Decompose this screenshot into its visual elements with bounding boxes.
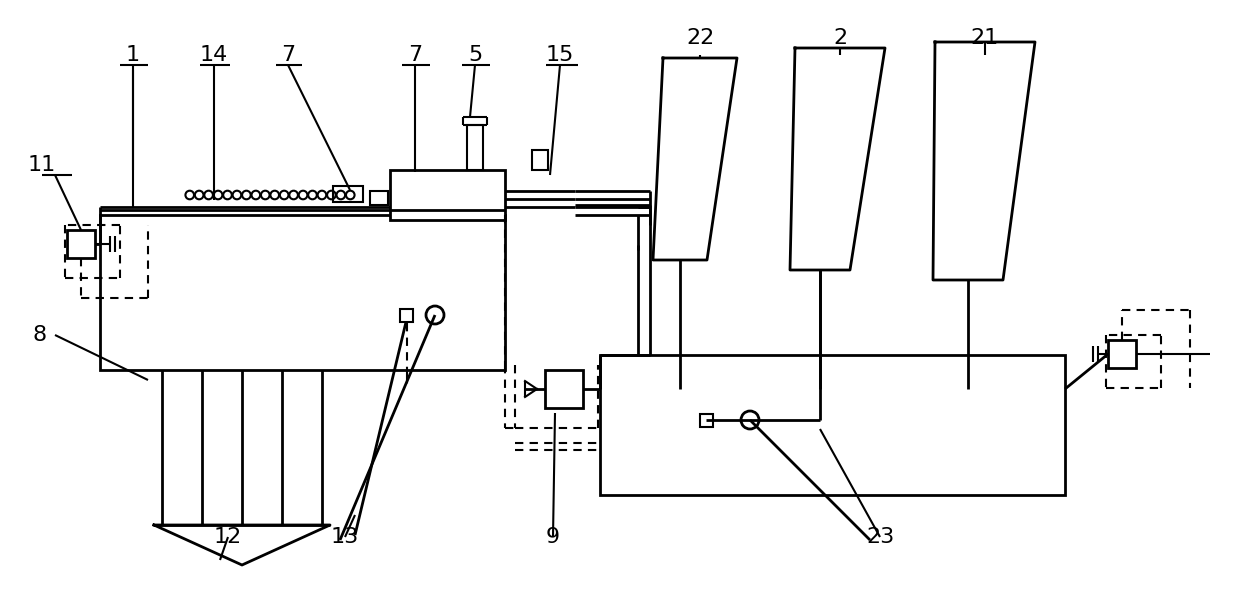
Bar <box>600 355 1065 495</box>
Text: 2: 2 <box>833 28 847 48</box>
Text: 9: 9 <box>546 527 560 547</box>
Bar <box>100 215 505 370</box>
Bar <box>701 414 713 427</box>
Text: 21: 21 <box>971 28 999 48</box>
Text: 1: 1 <box>126 45 140 65</box>
Text: 15: 15 <box>546 45 574 65</box>
Text: 12: 12 <box>213 527 242 547</box>
Bar <box>391 170 505 220</box>
Bar <box>1109 340 1136 368</box>
Bar <box>401 309 413 322</box>
Bar <box>67 230 95 258</box>
Text: 5: 5 <box>467 45 482 65</box>
Bar <box>532 150 548 170</box>
Bar <box>546 370 583 408</box>
Bar <box>467 125 484 170</box>
Circle shape <box>427 306 444 324</box>
Text: 13: 13 <box>331 527 360 547</box>
Text: 11: 11 <box>27 155 56 175</box>
Text: 23: 23 <box>866 527 894 547</box>
Text: 8: 8 <box>33 325 47 345</box>
Text: 22: 22 <box>686 28 714 48</box>
Bar <box>370 191 388 205</box>
Text: 7: 7 <box>408 45 422 65</box>
Bar <box>334 186 363 202</box>
Text: 14: 14 <box>200 45 228 65</box>
Circle shape <box>742 411 759 429</box>
Text: 7: 7 <box>281 45 295 65</box>
